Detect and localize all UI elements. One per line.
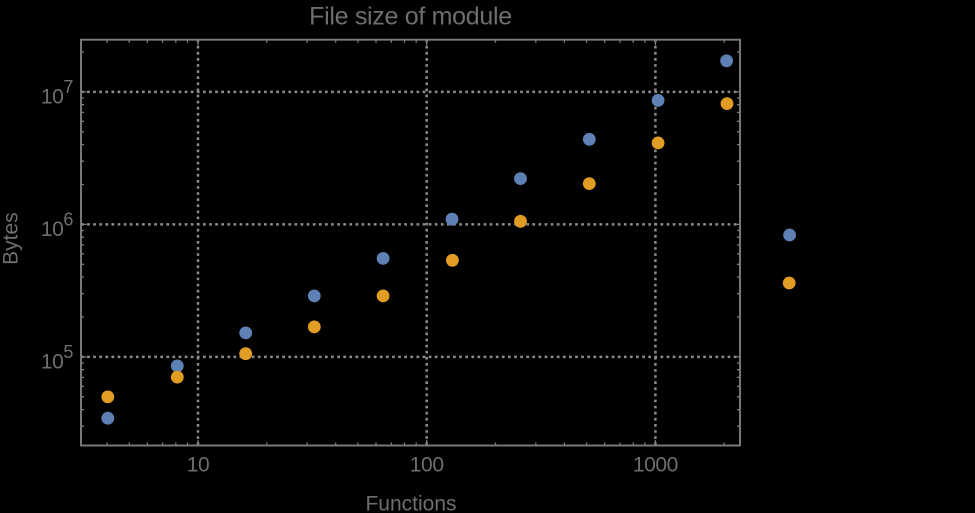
svg-text:1000: 1000 [633, 454, 678, 477]
svg-text:File size of module: File size of module [309, 3, 512, 31]
svg-text:Functions: Functions [365, 493, 456, 513]
svg-text:100: 100 [410, 454, 444, 477]
svg-text:10: 10 [187, 454, 210, 477]
svg-text:Bytes: Bytes [0, 212, 23, 265]
